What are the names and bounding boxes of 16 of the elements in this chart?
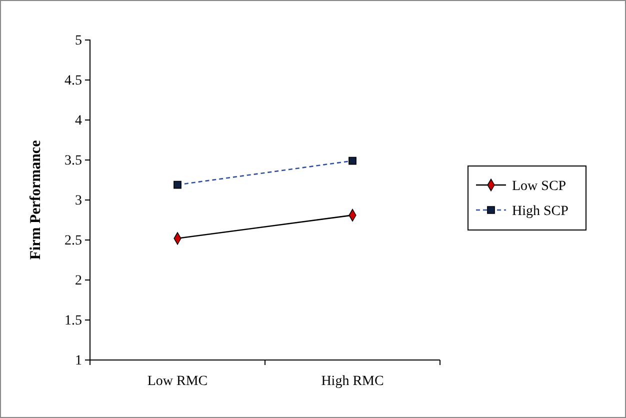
point <box>348 156 356 165</box>
legend-label: High SCP <box>512 204 569 219</box>
legend-label: Low SCP <box>512 179 566 194</box>
x-tick-label: Low RMC <box>147 374 208 389</box>
point <box>174 180 182 189</box>
x-tick-label: High RMC <box>321 374 384 389</box>
y-axis-title: Firm Performance <box>28 140 44 260</box>
y-tick-label: 3 <box>75 193 82 208</box>
y-tick-label: 2 <box>75 273 82 288</box>
y-tick-label: 1 <box>75 353 82 368</box>
y-tick-label: 3.5 <box>64 153 82 168</box>
y-tick-label: 4 <box>75 113 82 128</box>
y-tick-label: 5 <box>75 33 82 48</box>
y-tick-label: 2.5 <box>64 233 82 248</box>
y-tick-label: 4.5 <box>64 73 82 88</box>
y-tick-label: 1.5 <box>64 313 82 328</box>
